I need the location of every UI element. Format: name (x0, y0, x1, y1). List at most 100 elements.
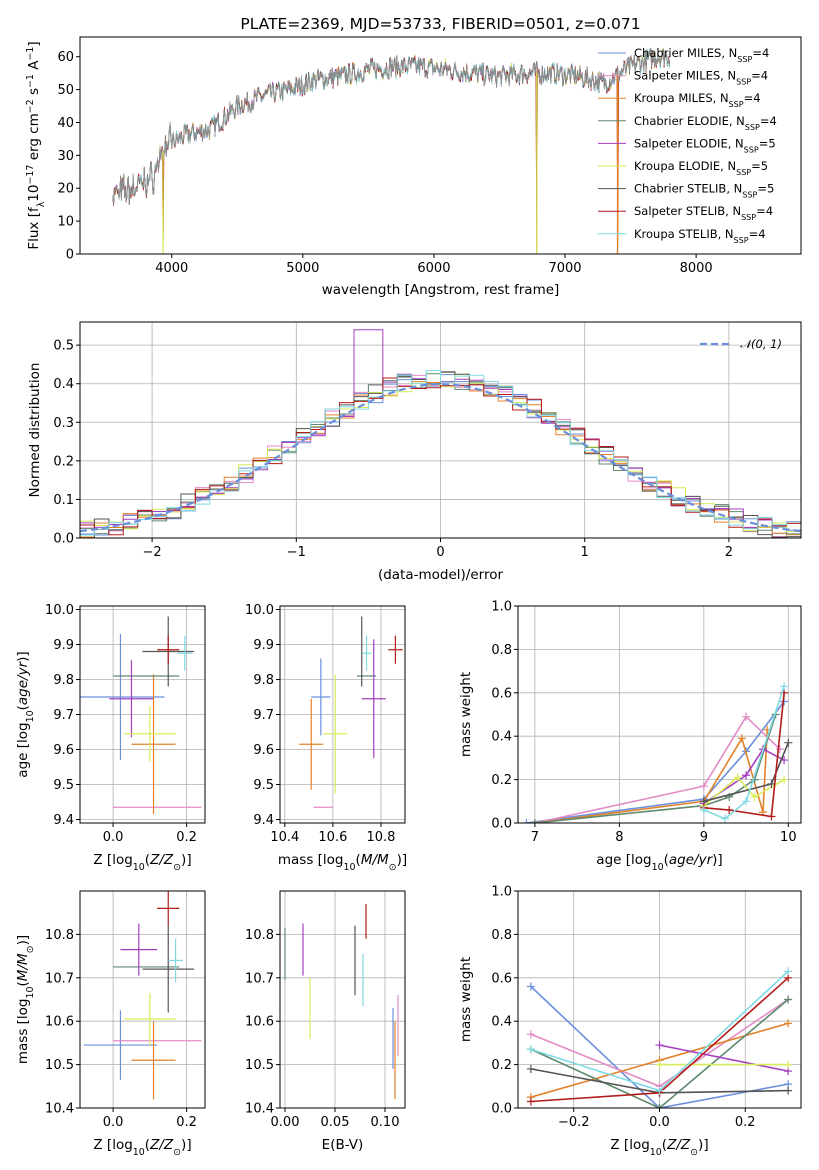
series-marker (655, 1104, 664, 1108)
tick-label-y: 10.7 (245, 971, 274, 986)
series-marker (530, 819, 539, 823)
tick-label-y: 9.4 (53, 813, 74, 828)
frame-age_mass (279, 605, 406, 824)
legend-entry: Salpeter STELIB, NSSP=4 (634, 204, 773, 222)
legend-spectrum: Chabrier MILES, NSSP=4 Salpeter MILES, NS… (598, 46, 777, 244)
tick-label-y: 9.8 (253, 673, 274, 688)
series-line (703, 686, 785, 820)
tick-label-y: 0.0 (491, 817, 512, 832)
tick-label-y: 1.0 (491, 600, 512, 615)
series-marker (784, 995, 793, 1004)
tick-label-x: 0.05 (321, 1115, 350, 1130)
tick-label-y: 9.6 (53, 743, 74, 758)
tick-label-y: 10.4 (45, 1102, 74, 1117)
legend-entry: Chabrier ELODIE, NSSP=4 (634, 114, 777, 132)
tick-label-x: 8000 (680, 261, 713, 276)
tick-label-x: 2 (725, 545, 733, 560)
tick-label-y: 9.5 (253, 778, 274, 793)
tick-label-x: 0.0 (103, 830, 124, 845)
x-axis-label: Z [log10(Z/Z⊙)] (610, 1137, 708, 1158)
tick-label-y: 0.4 (491, 1015, 512, 1030)
tick-label-y: 20 (57, 182, 74, 197)
tick-label-x: 0.2 (176, 830, 197, 845)
series-line (534, 729, 768, 823)
series-marker (784, 738, 793, 747)
tick-label-x: 0 (436, 545, 444, 560)
series-marker (699, 805, 708, 814)
tick-label-y: 0.4 (491, 730, 512, 745)
tick-label-y: 0.8 (491, 643, 512, 658)
histogram-step (80, 370, 801, 536)
tick-label-y: 9.9 (53, 638, 74, 653)
series-marker (767, 812, 776, 821)
y-axis-label: Normed distribution (27, 363, 43, 498)
axes-residuals: −2 −1 0 1 2 0.0 0.1 0.2 0.3 0.4 0.5 (data-model)/er… (27, 321, 802, 583)
series-marker (750, 792, 759, 801)
tick-label-y: 10.4 (245, 1102, 274, 1117)
series-line (703, 776, 785, 807)
tick-label-x: 10.6 (318, 830, 347, 845)
tick-label-x: 6000 (417, 261, 450, 276)
tick-label-x: 8 (615, 830, 623, 845)
series-marker (526, 1064, 535, 1073)
tick-label-x: 4000 (155, 261, 188, 276)
frame-mass_ebv (279, 890, 406, 1109)
tick-label-x: 0.10 (371, 1115, 400, 1130)
tick-label-y: 9.5 (53, 778, 74, 793)
series-marker (784, 1019, 793, 1028)
series-marker (526, 1030, 535, 1039)
legend-entry: Kroupa ELODIE, NSSP=5 (634, 159, 768, 177)
y-axis-label: Flux [fλ10−17 erg cm−2 s−1 A−1] (25, 41, 47, 249)
series-marker (742, 771, 751, 780)
tick-label-x: −2 (143, 545, 162, 560)
frame-mass_Z (79, 890, 206, 1109)
series-marker (784, 967, 793, 976)
series-marker (742, 797, 751, 806)
series-marker (655, 1060, 664, 1069)
tick-label-y: 30 (57, 149, 74, 164)
x-axis-label: mass [log10(M/M⊙)] (278, 852, 407, 873)
series-marker (725, 805, 734, 814)
tick-label-x: 10.8 (366, 830, 395, 845)
tick-label-y: 9.4 (253, 813, 274, 828)
x-axis-label: Z [log10(Z/Z⊙)] (93, 1137, 191, 1158)
y-axis-label: age [log10(age/yr)] (15, 651, 36, 777)
x-axis-label: E(B-V) (322, 1137, 364, 1153)
series-line (703, 748, 785, 805)
axes-age_Z: 0.0 0.2 9.4 9.5 9.6 9.7 9.8 9.9 10.0 Z [log10(Z/Z… (15, 603, 206, 873)
axes-mass_ebv: 0.00 0.05 0.10 10.4 10.5 10.6 10.7 10.8 E(B-V) (245, 890, 406, 1153)
tick-label-x: 1 (581, 545, 589, 560)
chart-title: PLATE=2369, MJD=53733, FIBERID=0501, z=0… (240, 15, 640, 33)
tick-label-y: 10.6 (245, 1015, 274, 1030)
series-marker (699, 782, 708, 791)
axes-age_mass: 10.4 10.6 10.8 9.4 9.5 9.6 9.7 9.8 9.9 10.0 mass [… (245, 603, 407, 873)
tick-label-y: 0 (66, 248, 74, 263)
tick-label-x: 7 (531, 830, 539, 845)
points-mass_ebv (284, 904, 399, 1100)
spectrum-lines (112, 47, 670, 254)
axes-weight_age: 7 8 9 10 0.0 0.2 0.4 0.6 0.8 1.0 mass weight age [l… (458, 600, 802, 873)
tick-label-y: 60 (57, 50, 74, 65)
points-age_Z (80, 616, 202, 815)
tick-label-y: 10.6 (45, 1015, 74, 1030)
series-marker (742, 712, 751, 721)
tick-label-y: 0.0 (53, 532, 74, 547)
tick-label-y: 9.9 (253, 638, 274, 653)
tick-label-y: 0.4 (53, 377, 74, 392)
series-marker (720, 814, 729, 823)
series-marker (526, 1097, 535, 1106)
tick-label-y: 10.8 (245, 928, 274, 943)
tick-label-y: 40 (57, 116, 74, 131)
tick-label-y: 0.5 (53, 339, 74, 354)
tick-label-y: 9.7 (53, 708, 74, 723)
tick-label-y: 1.0 (491, 885, 512, 900)
series-marker (780, 682, 789, 691)
series-marker (780, 775, 789, 784)
tick-label-x: 0.2 (735, 1115, 756, 1130)
y-axis-label: mass weight (458, 672, 474, 757)
series-marker (655, 1041, 664, 1050)
tick-label-y: 10.0 (245, 603, 274, 618)
tick-label-x: 9 (700, 830, 708, 845)
tick-label-y: 9.6 (253, 743, 274, 758)
series-marker (737, 734, 746, 743)
